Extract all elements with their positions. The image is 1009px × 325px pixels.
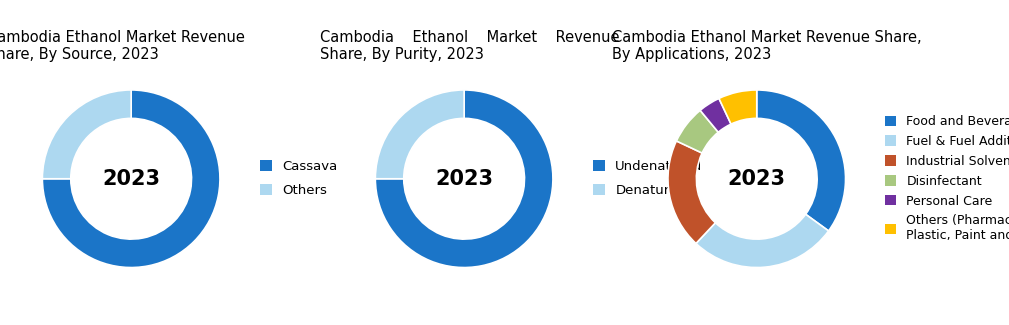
Wedge shape <box>668 141 715 243</box>
Legend: Cassava, Others: Cassava, Others <box>260 161 338 197</box>
Wedge shape <box>676 110 718 153</box>
Wedge shape <box>719 90 757 124</box>
Wedge shape <box>375 90 464 179</box>
Wedge shape <box>42 90 131 179</box>
Wedge shape <box>757 90 846 231</box>
Wedge shape <box>42 90 220 267</box>
Legend: Undenatured, Denatured: Undenatured, Denatured <box>593 161 702 197</box>
Text: Cambodia    Ethanol    Market    Revenue
Share, By Purity, 2023: Cambodia Ethanol Market Revenue Share, B… <box>320 30 620 62</box>
Text: Cambodia Ethanol Market Revenue
Share, By Source, 2023: Cambodia Ethanol Market Revenue Share, B… <box>0 30 245 62</box>
Text: 2023: 2023 <box>727 169 786 189</box>
Wedge shape <box>696 214 828 267</box>
Text: 2023: 2023 <box>102 169 160 189</box>
Text: Cambodia Ethanol Market Revenue Share,
By Applications, 2023: Cambodia Ethanol Market Revenue Share, B… <box>612 30 922 62</box>
Wedge shape <box>700 98 732 132</box>
Legend: Food and Beverage, Fuel & Fuel Additives, Industrial Solvents, Disinfectant, Per: Food and Beverage, Fuel & Fuel Additives… <box>885 115 1009 242</box>
Text: 2023: 2023 <box>435 169 493 189</box>
Wedge shape <box>375 90 553 267</box>
